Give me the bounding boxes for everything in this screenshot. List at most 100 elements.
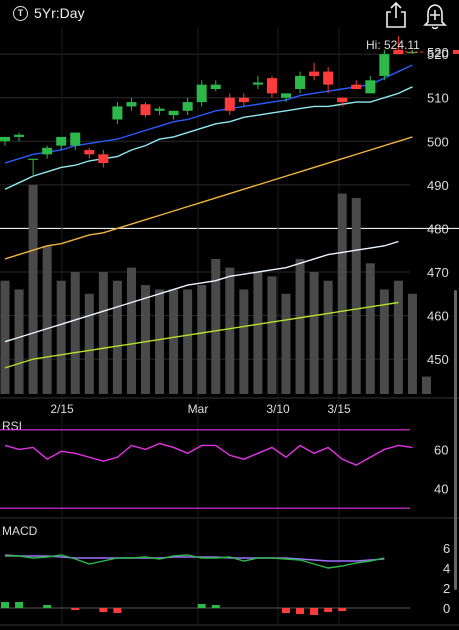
candle-body <box>70 132 81 146</box>
macd-hist-bar <box>197 604 206 608</box>
hi-label: Hi: 524.11 <box>366 38 420 52</box>
rsi-line <box>4 442 413 466</box>
range-label: 5Yr:Day <box>34 5 85 21</box>
volume-bar <box>56 280 66 394</box>
candle-body <box>168 110 179 116</box>
candle-body <box>28 158 39 160</box>
candle-body <box>126 102 137 107</box>
candle-body <box>154 108 165 111</box>
candle-body <box>407 51 418 54</box>
volume-bar <box>393 280 403 394</box>
price-tick-label: 450 <box>427 352 449 367</box>
macd-hist-bar <box>338 608 347 611</box>
volume-ma-white-line <box>4 240 399 343</box>
volume-bar <box>141 285 150 394</box>
volume-bar <box>84 293 94 394</box>
ticker-icon: T <box>13 5 28 21</box>
rsi-title: RSI <box>2 419 22 433</box>
ma-blue-line <box>4 64 413 164</box>
share-icon <box>386 1 406 28</box>
x-axis-label: 3/10 <box>266 402 290 416</box>
candle-body <box>210 84 221 89</box>
macd-tick-label: 6 <box>443 541 450 556</box>
volume-bar <box>211 258 221 394</box>
volume-bar <box>28 184 38 394</box>
volume-bar <box>295 258 305 394</box>
volume-bar <box>0 280 10 394</box>
volume-bar <box>197 285 207 394</box>
volume-bar <box>98 272 108 394</box>
volume-bar <box>422 376 431 394</box>
candle-body <box>323 71 334 85</box>
price-tick-label: 490 <box>427 178 449 193</box>
ma-cyan-line <box>4 86 413 190</box>
volume-bar <box>155 289 165 394</box>
macd-title: MACD <box>2 524 38 538</box>
macd-hist-bar <box>113 608 122 613</box>
candle-body <box>196 84 207 103</box>
macd-hist-bar <box>71 608 80 610</box>
price-tick-label: 510 <box>427 91 449 106</box>
volume-bar <box>42 245 52 394</box>
volume-bar <box>365 263 375 394</box>
candle-body <box>0 136 10 142</box>
last-price-marker <box>453 49 459 54</box>
candle-body <box>42 147 53 155</box>
macd-hist-bar <box>310 608 319 615</box>
macd-tick-label: 4 <box>443 561 450 576</box>
price-tick-label: 500 <box>427 134 449 149</box>
volume-bar <box>239 289 249 394</box>
top-bar: T 5Yr:Day <box>0 0 459 30</box>
macd-hist-bar <box>15 602 24 608</box>
last-price-label: 520 <box>427 45 449 60</box>
macd-tick-label: 2 <box>443 581 450 596</box>
volume-bar <box>253 272 263 394</box>
rsi-tick-label: 40 <box>434 482 448 497</box>
candle-body <box>393 49 404 55</box>
candle-body <box>365 80 376 94</box>
rsi-tick-label: 60 <box>434 442 448 457</box>
macd-hist-bar <box>211 605 220 608</box>
volume-bar <box>351 197 361 394</box>
candle-body <box>351 84 362 89</box>
bell-plus-icon <box>423 4 447 30</box>
volume-bar <box>183 289 193 394</box>
volume-bar <box>112 280 122 394</box>
candle-body <box>281 93 291 98</box>
candle-body <box>252 82 263 85</box>
macd-hist-bar <box>43 605 52 608</box>
range-selector-button[interactable]: T 5Yr:Day <box>13 3 85 23</box>
volume-ma-green-line <box>4 301 399 369</box>
candle-body <box>266 78 277 94</box>
macd-hist-bar <box>99 608 108 612</box>
candle-body <box>182 102 193 111</box>
x-axis-label: 3/15 <box>327 402 351 416</box>
volume-bar <box>126 267 136 394</box>
scrollbar-thumb[interactable] <box>454 290 457 590</box>
candle-body <box>84 150 95 155</box>
candle-body <box>56 136 67 146</box>
candle-body <box>309 71 320 76</box>
candle-body <box>238 97 249 103</box>
share-button[interactable] <box>382 0 410 30</box>
volume-bar <box>323 280 333 394</box>
volume-bar <box>281 293 291 394</box>
x-axis-label: Mar <box>188 402 209 416</box>
macd-hist-bar <box>1 602 9 608</box>
volume-bar <box>169 289 179 394</box>
alert-button[interactable] <box>421 0 449 30</box>
volume-bar <box>337 193 347 394</box>
macd-hist-bar <box>282 608 290 613</box>
candle-body <box>379 54 390 76</box>
ma-orange-line <box>4 136 413 260</box>
candle-body <box>14 134 25 137</box>
candle-body <box>140 104 151 116</box>
price-tick-label: 520 <box>427 47 449 62</box>
volume-bar <box>267 276 277 394</box>
volume-bar <box>225 267 235 394</box>
volume-bar <box>407 293 417 394</box>
volume-bar <box>309 272 319 394</box>
candle-body <box>112 106 123 120</box>
macd-line <box>5 554 385 569</box>
